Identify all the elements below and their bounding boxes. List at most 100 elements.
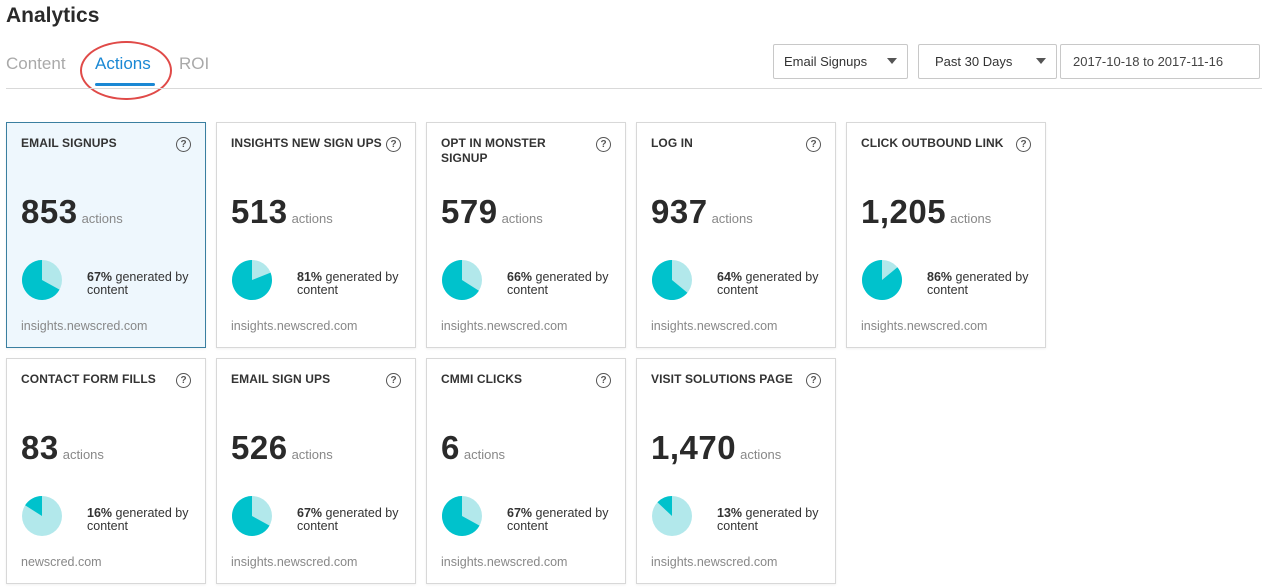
help-icon[interactable]: ? xyxy=(1016,137,1031,152)
content-share-text: 64% generated by content xyxy=(717,271,829,297)
content-share-percent: 67% xyxy=(87,270,113,284)
action-card[interactable]: CONTACT FORM FILLS? 83 actions 16% generate… xyxy=(6,358,206,584)
metric-value: 513 xyxy=(231,193,288,230)
content-share-text: 86% generated by content xyxy=(927,271,1039,297)
metric-unit: actions xyxy=(291,211,333,226)
metric-value: 1,205 xyxy=(861,193,947,230)
metric-value: 579 xyxy=(441,193,498,230)
date-range-field[interactable]: 2017-10-18 to 2017-11-16 xyxy=(1060,44,1260,79)
content-share-suffix: generated by content xyxy=(87,506,189,533)
card-title: CONTACT FORM FILLS xyxy=(21,372,156,386)
content-share-suffix: generated by content xyxy=(87,270,189,297)
action-card[interactable]: OPT IN MONSTER SIGNUP? 579 actions 66% gene… xyxy=(426,122,626,348)
metric: 937 actions xyxy=(651,193,753,231)
content-share-suffix: generated by content xyxy=(297,506,399,533)
metric: 853 actions xyxy=(21,193,123,231)
help-icon[interactable]: ? xyxy=(596,373,611,388)
pie-slice-content xyxy=(862,260,903,300)
content-share-suffix: generated by content xyxy=(297,270,399,297)
help-icon[interactable]: ? xyxy=(806,373,821,388)
pie-slice-content xyxy=(442,260,479,300)
chevron-down-icon xyxy=(887,58,897,64)
action-card[interactable]: EMAIL SIGNUPS? 853 actions 67% generated by… xyxy=(6,122,206,348)
metric-unit: actions xyxy=(711,211,753,226)
range-select-value: Past 30 Days xyxy=(935,54,1013,69)
metric-unit: actions xyxy=(62,447,104,462)
card-domain: insights.newscred.com xyxy=(651,555,778,569)
content-share-pie xyxy=(22,260,62,300)
card-title: INSIGHTS NEW SIGN UPS xyxy=(231,136,382,150)
page-title: Analytics xyxy=(6,4,100,27)
card-domain: insights.newscred.com xyxy=(861,319,988,333)
content-share-pie xyxy=(862,260,903,300)
card-domain: insights.newscred.com xyxy=(21,319,148,333)
help-icon[interactable]: ? xyxy=(386,137,401,152)
card-title: LOG IN xyxy=(651,136,693,150)
content-share-percent: 67% xyxy=(507,506,533,520)
content-share-pie xyxy=(232,260,273,300)
card-title: VISIT SOLUTIONS PAGE xyxy=(651,372,793,386)
help-icon[interactable]: ? xyxy=(176,373,191,388)
card-title: OPT IN MONSTER SIGNUP xyxy=(441,136,546,165)
content-share-percent: 66% xyxy=(507,270,533,284)
content-share-percent: 64% xyxy=(717,270,743,284)
help-icon[interactable]: ? xyxy=(386,373,401,388)
content-share-percent: 81% xyxy=(297,270,323,284)
help-icon[interactable]: ? xyxy=(176,137,191,152)
content-share-text: 81% generated by content xyxy=(297,271,409,297)
pie-slice-content xyxy=(22,260,60,300)
metric: 526 actions xyxy=(231,429,333,467)
tab-content[interactable]: Content xyxy=(6,54,66,73)
content-share-suffix: generated by content xyxy=(717,270,819,297)
card-title: CMMI CLICKS xyxy=(441,372,523,386)
metric-unit: actions xyxy=(291,447,333,462)
card-domain: insights.newscred.com xyxy=(441,319,568,333)
metric: 579 actions xyxy=(441,193,543,231)
metric-unit: actions xyxy=(950,211,992,226)
header-divider xyxy=(6,88,1262,89)
tab-actions[interactable]: Actions xyxy=(95,54,151,73)
content-share-text: 67% generated by content xyxy=(507,507,619,533)
card-domain: insights.newscred.com xyxy=(441,555,568,569)
metric: 513 actions xyxy=(231,193,333,231)
tab-roi[interactable]: ROI xyxy=(179,54,210,73)
card-title: EMAIL SIGNUPS xyxy=(21,136,117,150)
metric-unit: actions xyxy=(463,447,506,462)
content-share-percent: 86% xyxy=(927,270,953,284)
content-share-pie xyxy=(22,496,62,536)
metric-value: 83 xyxy=(21,429,59,466)
content-share-pie xyxy=(232,496,272,536)
help-icon[interactable]: ? xyxy=(596,137,611,152)
metric-value: 6 xyxy=(441,429,460,466)
action-card[interactable]: CLICK OUTBOUND LINK? 1,205 actions 86% gene… xyxy=(846,122,1046,348)
content-share-text: 67% generated by content xyxy=(87,271,199,297)
content-share-suffix: generated by content xyxy=(717,506,819,533)
content-share-suffix: generated by content xyxy=(927,270,1029,297)
metric: 83 actions xyxy=(21,429,104,467)
action-card[interactable]: INSIGHTS NEW SIGN UPS? 513 actions 81% gene… xyxy=(216,122,416,348)
metric-select[interactable]: Email Signups xyxy=(773,44,908,79)
metric: 6 actions xyxy=(441,429,505,467)
card-domain: newscred.com xyxy=(21,555,102,569)
metric: 1,470 actions xyxy=(651,429,781,467)
action-card[interactable]: EMAIL SIGN UPS? 526 actions 67% generated b… xyxy=(216,358,416,584)
metric-value: 526 xyxy=(231,429,288,466)
pie-slice-content xyxy=(657,496,672,516)
card-title: EMAIL SIGN UPS xyxy=(231,372,331,386)
help-icon[interactable]: ? xyxy=(806,137,821,152)
content-share-pie xyxy=(442,496,482,536)
content-share-percent: 13% xyxy=(717,506,743,520)
pie-slice-content xyxy=(232,496,270,536)
pie-slice-content xyxy=(652,260,688,300)
content-share-text: 67% generated by content xyxy=(297,507,409,533)
action-card[interactable]: LOG IN? 937 actions 64% generated by conten… xyxy=(636,122,836,348)
range-select[interactable]: Past 30 Days xyxy=(918,44,1057,79)
metric-unit: actions xyxy=(740,447,782,462)
metric: 1,205 actions xyxy=(861,193,991,231)
action-card[interactable]: VISIT SOLUTIONS PAGE? 1,470 actions 13% gen… xyxy=(636,358,836,584)
metric-unit: actions xyxy=(81,211,123,226)
metric-value: 853 xyxy=(21,193,78,230)
pie-slice-content xyxy=(232,260,273,300)
action-card[interactable]: CMMI CLICKS? 6 actions 67% generated by con… xyxy=(426,358,626,584)
content-share-text: 16% generated by content xyxy=(87,507,199,533)
